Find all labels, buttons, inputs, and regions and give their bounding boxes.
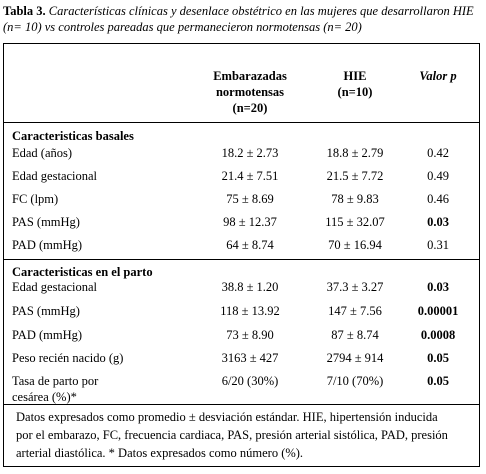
- footnote-divider: [4, 404, 479, 405]
- cell-normotensas: 21.4 ± 7.51: [221, 169, 279, 183]
- row-label: Edad gestacional: [12, 169, 98, 183]
- cell-valor-p: 0.42: [427, 146, 449, 160]
- cell-normotensas: 3163 ± 427: [221, 351, 279, 365]
- row-label: PAD (mmHg): [12, 328, 83, 342]
- cell-normotensas: 38.8 ± 1.20: [221, 280, 279, 294]
- cell-valor-p: 0.03: [427, 215, 449, 229]
- row-label: PAS (mmHg): [12, 215, 80, 229]
- col-header-valor-p: Valor p: [419, 69, 457, 83]
- table-title: Características clínicas y desenlace obs…: [3, 4, 474, 34]
- cell-hie: 147 ± 7.56: [328, 304, 382, 318]
- col-header-hie-1: HIE: [343, 69, 367, 83]
- section-title-parto: Caracteristicas en el parto: [12, 265, 153, 279]
- col-header-normotensas-3: (n=20): [232, 101, 268, 115]
- table-caption: Tabla 3. Características clínicas y dese…: [3, 3, 481, 35]
- row-label: FC (lpm): [12, 192, 59, 206]
- cell-valor-p: 0.05: [427, 351, 449, 365]
- row-label: PAD (mmHg): [12, 238, 83, 252]
- cell-normotensas: 6/20 (30%): [221, 374, 279, 388]
- cell-valor-p: 0.49: [427, 169, 449, 183]
- cell-hie: 18.8 ± 2.79: [326, 146, 384, 160]
- cell-valor-p: 0.00001: [417, 304, 459, 318]
- cell-valor-p: 0.46: [427, 192, 449, 206]
- cell-normotensas: 18.2 ± 2.73: [221, 146, 279, 160]
- footnote-line: Datos expresados como promedio ± desviac…: [16, 410, 438, 424]
- footnote-line: por el embarazo, FC, frecuencia cardiaca…: [16, 428, 448, 442]
- cell-normotensas: 64 ± 8.74: [226, 238, 274, 252]
- cell-hie: 37.3 ± 3.27: [326, 280, 384, 294]
- row-label-continued: cesárea (%)*: [12, 390, 77, 404]
- cell-hie: 7/10 (70%): [326, 374, 384, 388]
- col-header-hie-2: (n=10): [337, 85, 373, 99]
- row-label: Edad gestacional: [12, 280, 98, 294]
- cell-hie: 115 ± 32.07: [325, 215, 385, 229]
- row-label: Edad (años): [12, 146, 73, 160]
- cell-normotensas: 75 ± 8.69: [226, 192, 274, 206]
- col-header-normotensas-1: Embarazadas: [213, 69, 287, 83]
- table-frame: Embarazadas normotensas (n=20) HIE (n=10…: [3, 43, 480, 467]
- table-footnote: Datos expresados como promedio ± desviac…: [16, 408, 471, 462]
- cell-hie: 70 ± 16.94: [328, 238, 382, 252]
- col-header-normotensas-2: normotensas: [215, 85, 285, 99]
- cell-hie: 87 ± 8.74: [331, 328, 379, 342]
- cell-valor-p: 0.0008: [420, 328, 456, 342]
- footnote-line: arterial diastólica. * Datos expresados …: [16, 446, 304, 460]
- cell-normotensas: 98 ± 12.37: [223, 215, 277, 229]
- section-divider: [4, 259, 479, 260]
- cell-valor-p: 0.03: [427, 280, 449, 294]
- cell-valor-p: 0.31: [427, 238, 449, 252]
- header-divider: [4, 122, 479, 123]
- cell-valor-p: 0.05: [427, 374, 449, 388]
- row-label: Tasa de parto por: [12, 374, 99, 388]
- cell-hie: 78 ± 9.83: [331, 192, 379, 206]
- row-label: PAS (mmHg): [12, 304, 80, 318]
- cell-normotensas: 73 ± 8.90: [226, 328, 274, 342]
- table-number: Tabla 3.: [3, 4, 46, 18]
- cell-normotensas: 118 ± 13.92: [220, 304, 280, 318]
- section-title-basales: Caracteristicas basales: [12, 129, 134, 143]
- cell-hie: 21.5 ± 7.72: [326, 169, 384, 183]
- cell-hie: 2794 ± 914: [326, 351, 384, 365]
- row-label: Peso recién nacido (g): [12, 351, 124, 365]
